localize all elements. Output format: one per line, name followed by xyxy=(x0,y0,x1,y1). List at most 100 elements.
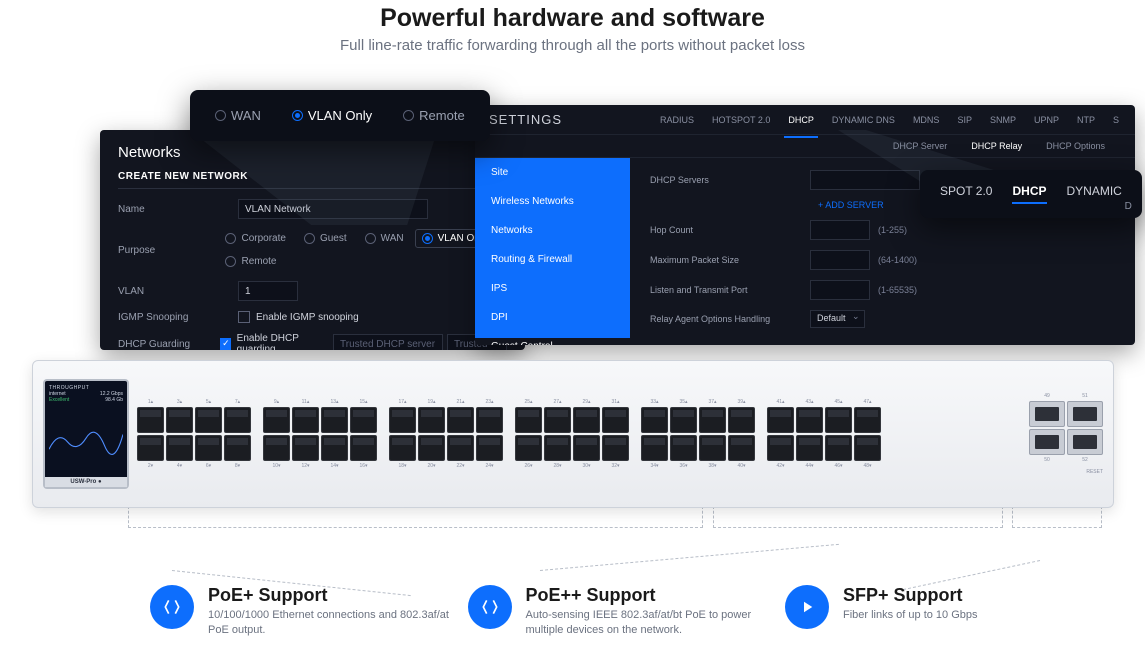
switch-hardware: THROUGHPUT internetExcellent 12.2 Gbps98… xyxy=(32,360,1114,508)
ethernet-port xyxy=(418,407,445,433)
trusted-dhcp-1-input[interactable] xyxy=(333,334,443,350)
callout-trailing: D xyxy=(1125,201,1132,212)
sfp-label: 51 xyxy=(1067,393,1103,399)
port-label: 8▾ xyxy=(224,463,251,469)
callout-tab-dynamic[interactable]: DYNAMIC xyxy=(1067,184,1122,204)
port-label: 11▴ xyxy=(292,399,319,405)
tab-mdns[interactable]: MDNS xyxy=(911,109,942,131)
pkt-hint: (64-1400) xyxy=(878,255,917,265)
sidenav-networks[interactable]: Networks xyxy=(475,216,630,245)
add-server-link[interactable]: + ADD SERVER xyxy=(818,200,884,210)
ethernet-port xyxy=(670,435,697,461)
tab-dynamic-dns[interactable]: DYNAMIC DNS xyxy=(830,109,897,131)
port-label: 3▴ xyxy=(166,399,193,405)
port-label: 47▴ xyxy=(854,399,881,405)
sidenav-guest-control[interactable]: Guest Control xyxy=(475,332,630,345)
listen-port-input[interactable] xyxy=(810,280,870,300)
sidenav-dpi[interactable]: DPI xyxy=(475,303,630,332)
purpose-radio-guest[interactable]: Guest xyxy=(297,229,354,248)
vlan-label: VLAN xyxy=(118,286,238,297)
port-label: 14▾ xyxy=(321,463,348,469)
hop-count-input[interactable] xyxy=(810,220,870,240)
port-label: 41▴ xyxy=(767,399,794,405)
callout-tab-spot-2-0[interactable]: SPOT 2.0 xyxy=(940,184,992,204)
sidenav-site[interactable]: Site xyxy=(475,158,630,187)
ethernet-port xyxy=(292,435,319,461)
dhcp-guard-text: Enable DHCP guarding xyxy=(237,333,325,350)
vlan-input[interactable] xyxy=(238,281,298,301)
ethernet-port xyxy=(447,435,474,461)
feature-poe-support: PoE++ SupportAuto-sensing IEEE 802.3af/a… xyxy=(468,585,768,638)
feature-icon xyxy=(468,585,512,629)
port-label: 1▴ xyxy=(137,399,164,405)
tab-radius[interactable]: RADIUS xyxy=(658,109,696,131)
port-label: 21▴ xyxy=(447,399,474,405)
port-label: 15▴ xyxy=(350,399,377,405)
radio-dot-icon xyxy=(403,110,414,121)
page-subtitle: Full line-rate traffic forwarding throug… xyxy=(0,37,1145,54)
purpose-radio-remote[interactable]: Remote xyxy=(218,252,283,271)
igmp-checkbox[interactable] xyxy=(238,311,250,323)
tab-upnp[interactable]: UPNP xyxy=(1032,109,1061,131)
ethernet-port xyxy=(292,407,319,433)
ethernet-port xyxy=(166,435,193,461)
tab-s[interactable]: S xyxy=(1111,109,1121,131)
tab-sip[interactable]: SIP xyxy=(955,109,974,131)
ethernet-port xyxy=(728,435,755,461)
callout-tab-dhcp[interactable]: DHCP xyxy=(1012,184,1046,204)
tab-snmp[interactable]: SNMP xyxy=(988,109,1018,131)
port-label: 43▴ xyxy=(796,399,823,405)
tab-hotspot-2-0[interactable]: HOTSPOT 2.0 xyxy=(710,109,772,131)
subtab-dhcp-options[interactable]: DHCP Options xyxy=(1046,141,1105,151)
port-labels-top: 1▴3▴5▴7▴9▴11▴13▴15▴17▴19▴21▴23▴25▴27▴29▴… xyxy=(137,399,1015,405)
subtab-dhcp-relay[interactable]: DHCP Relay xyxy=(971,141,1022,151)
max-packet-input[interactable] xyxy=(810,250,870,270)
purpose-radio-wan[interactable]: WAN xyxy=(358,229,411,248)
sidenav-ips[interactable]: IPS xyxy=(475,274,630,303)
ethernet-port xyxy=(796,435,823,461)
port-label: 19▴ xyxy=(418,399,445,405)
dhcp-guard-checkbox[interactable] xyxy=(220,338,231,350)
port-label: 17▴ xyxy=(389,399,416,405)
port-label: 40▾ xyxy=(728,463,755,469)
ethernet-port xyxy=(195,407,222,433)
port-hint: (1-65535) xyxy=(878,285,917,295)
ethernet-port xyxy=(854,407,881,433)
port-label: 25▴ xyxy=(515,399,542,405)
sidenav-wireless-networks[interactable]: Wireless Networks xyxy=(475,187,630,216)
dhcp-guard-label: DHCP Guarding xyxy=(118,339,220,350)
callout-radio-wan[interactable]: WAN xyxy=(208,104,268,127)
callout-radio-vlan-only[interactable]: VLAN Only xyxy=(286,105,378,126)
purpose-radio-corporate[interactable]: Corporate xyxy=(218,229,292,248)
tab-ntp[interactable]: NTP xyxy=(1075,109,1097,131)
sfp-port xyxy=(1029,429,1065,455)
radio-dot-icon xyxy=(292,110,303,121)
ethernet-port xyxy=(825,407,852,433)
feature-icon xyxy=(785,585,829,629)
sidenav-routing-firewall[interactable]: Routing & Firewall xyxy=(475,245,630,274)
ethernet-port xyxy=(447,407,474,433)
bracket-poe-plusplus xyxy=(713,506,1003,528)
relay-agent-select[interactable]: Default xyxy=(810,310,865,328)
ethernet-port xyxy=(224,435,251,461)
settings-sidenav: SiteWireless NetworksNetworksRouting & F… xyxy=(475,158,630,338)
port-label: 5▴ xyxy=(195,399,222,405)
settings-subtabs: DHCP ServerDHCP RelayDHCP Options xyxy=(475,135,1135,158)
switch-lcd: THROUGHPUT internetExcellent 12.2 Gbps98… xyxy=(43,379,129,489)
ethernet-port xyxy=(389,407,416,433)
dhcp-server-input[interactable] xyxy=(810,170,920,190)
callout-radio-remote[interactable]: Remote xyxy=(396,104,472,127)
tabs-callout: SPOT 2.0 DHCP DYNAMICD xyxy=(920,170,1142,218)
ethernet-port xyxy=(767,407,794,433)
port-label: 2▾ xyxy=(137,463,164,469)
radio-dot-icon xyxy=(365,233,376,244)
port-label: 35▴ xyxy=(670,399,697,405)
page-title: Powerful hardware and software xyxy=(0,4,1145,33)
ethernet-port xyxy=(641,435,668,461)
ethernet-port xyxy=(389,435,416,461)
tab-dhcp[interactable]: DHCP xyxy=(786,109,816,131)
ethernet-port xyxy=(224,407,251,433)
lcd-stats: internetExcellent 12.2 Gbps98.4 Gb xyxy=(49,391,123,403)
feature-desc: Auto-sensing IEEE 802.3af/at/bt PoE to p… xyxy=(526,608,768,638)
ethernet-port xyxy=(825,435,852,461)
